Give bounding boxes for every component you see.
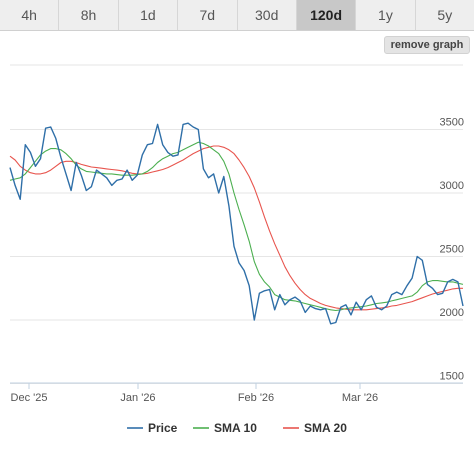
tab-range-1y[interactable]: 1y bbox=[356, 0, 416, 30]
series-lines bbox=[9, 122, 464, 325]
legend-item-label[interactable]: SMA 10 bbox=[214, 421, 257, 435]
series-line-sma-10 bbox=[9, 141, 464, 312]
tab-range-120d[interactable]: 120d bbox=[296, 0, 357, 30]
y-tick-label: 3500 bbox=[440, 117, 464, 129]
x-tick-label: Jan '26 bbox=[120, 392, 155, 404]
x-tick-label: Mar '26 bbox=[342, 392, 378, 404]
tab-range-7d[interactable]: 7d bbox=[178, 0, 238, 30]
time-range-tabs: 4h 8h 1d 7d 30d 120d 1y 5y bbox=[0, 0, 474, 31]
x-axis-ticks: Dec '25 Jan '26 Feb '26 Mar '26 bbox=[11, 383, 378, 404]
tab-range-4h[interactable]: 4h bbox=[0, 0, 60, 30]
legend: Price SMA 10 SMA 20 bbox=[127, 421, 347, 435]
x-tick-label: Dec '25 bbox=[11, 392, 48, 404]
tab-range-5y[interactable]: 5y bbox=[437, 7, 453, 23]
y-tick-label: 3000 bbox=[440, 180, 464, 192]
remove-graph-button[interactable]: remove graph bbox=[384, 36, 470, 54]
series-line-sma-20 bbox=[9, 145, 463, 311]
grid-lines bbox=[10, 64, 463, 384]
legend-item-label[interactable]: Price bbox=[148, 421, 178, 435]
legend-item-label[interactable]: SMA 20 bbox=[304, 421, 347, 435]
y-tick-label: 2000 bbox=[440, 307, 464, 319]
y-axis-ticks: 1500 2000 2500 3000 3500 bbox=[440, 117, 464, 383]
tab-range-30d[interactable]: 30d bbox=[238, 0, 297, 30]
tab-range-1d[interactable]: 1d bbox=[119, 0, 179, 30]
x-tick-label: Feb '26 bbox=[238, 392, 274, 404]
series-line-price bbox=[9, 122, 464, 325]
y-tick-label: 2500 bbox=[440, 244, 464, 256]
y-tick-label: 1500 bbox=[440, 371, 464, 383]
tab-range-8h[interactable]: 8h bbox=[59, 0, 119, 30]
